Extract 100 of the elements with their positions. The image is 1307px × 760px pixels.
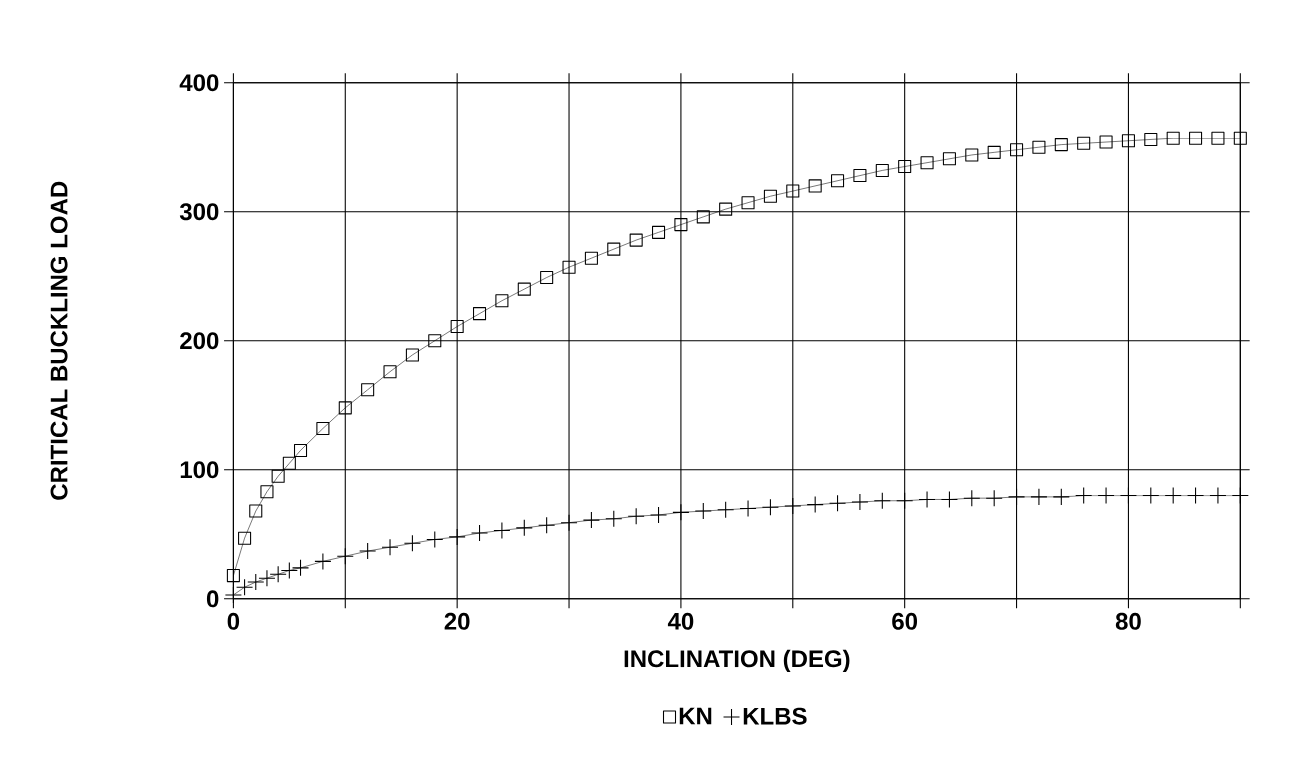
point (987, 145, 1001, 159)
point (1121, 134, 1135, 148)
point (584, 251, 598, 265)
point (314, 552, 332, 570)
point (247, 573, 265, 591)
legend-label: KN (679, 707, 712, 725)
point (236, 578, 254, 596)
point (538, 516, 556, 534)
point (517, 282, 531, 296)
point (650, 506, 668, 524)
point (403, 534, 421, 552)
point (831, 174, 845, 188)
point (470, 524, 489, 542)
y-tick-label: 100 (180, 461, 219, 479)
point (1099, 135, 1113, 149)
point (696, 210, 710, 224)
point (405, 348, 419, 362)
point (963, 489, 981, 507)
point (985, 489, 1003, 507)
point (428, 334, 442, 348)
point (940, 490, 958, 508)
point (249, 504, 263, 518)
point (448, 528, 466, 546)
point (1164, 486, 1182, 505)
point (359, 542, 377, 560)
point (260, 485, 274, 499)
point (381, 538, 399, 556)
point (1010, 143, 1024, 157)
x-axis-title: INCLINATION (DEG) (624, 649, 850, 672)
point (808, 179, 822, 193)
y-tick-label: 400 (179, 74, 219, 92)
point (605, 510, 623, 528)
y-tick-label: 200 (180, 332, 219, 350)
point (1166, 131, 1180, 145)
x-tick-label: 40 (667, 612, 694, 630)
point (291, 559, 310, 577)
point (694, 502, 712, 520)
point (224, 586, 242, 604)
point (763, 189, 777, 203)
point (1032, 140, 1046, 154)
point (918, 490, 936, 508)
point (562, 260, 576, 274)
point (238, 531, 252, 545)
point (1211, 131, 1225, 145)
point (493, 521, 511, 539)
point (853, 168, 867, 183)
point (761, 498, 779, 516)
point (898, 159, 912, 173)
point (280, 561, 298, 579)
point (293, 443, 308, 457)
point (739, 499, 757, 517)
point (338, 401, 352, 415)
point (582, 511, 600, 529)
point (920, 156, 934, 170)
y-axis-title: CRITICAL BUCKLING LOAD (50, 181, 68, 500)
y-tick-label: 0 (206, 590, 219, 608)
point (1077, 136, 1091, 150)
point (1187, 486, 1205, 505)
point (719, 202, 733, 216)
point (607, 242, 621, 256)
point (426, 530, 444, 548)
point (896, 492, 914, 510)
point (336, 547, 354, 565)
point (829, 494, 847, 512)
point (652, 225, 666, 239)
point (258, 569, 276, 587)
point (1209, 486, 1227, 505)
point (806, 495, 824, 514)
point (717, 501, 735, 519)
point (784, 497, 802, 515)
point (361, 383, 375, 397)
point (1189, 131, 1203, 145)
point (786, 184, 800, 198)
point (515, 519, 533, 537)
point (1054, 137, 1068, 152)
point (741, 196, 755, 210)
point (226, 568, 240, 583)
x-tick-label: 80 (1115, 612, 1141, 630)
x-tick-label: 0 (227, 612, 240, 630)
point (495, 294, 509, 308)
point (540, 270, 554, 284)
point (316, 421, 330, 435)
legend-label: KLBS (743, 707, 807, 725)
point (674, 217, 688, 232)
point (1119, 486, 1137, 505)
x-tick-label: 20 (444, 612, 470, 630)
point (942, 152, 956, 166)
point (560, 514, 578, 532)
point (1233, 131, 1247, 145)
point (282, 456, 296, 470)
point (1075, 486, 1093, 505)
point (627, 507, 645, 525)
point (450, 319, 464, 333)
point (1008, 488, 1026, 506)
point (629, 233, 643, 247)
point (271, 469, 285, 483)
point (672, 503, 690, 521)
point (1231, 486, 1249, 505)
x-tick-label: 60 (892, 612, 918, 630)
point (875, 163, 889, 177)
